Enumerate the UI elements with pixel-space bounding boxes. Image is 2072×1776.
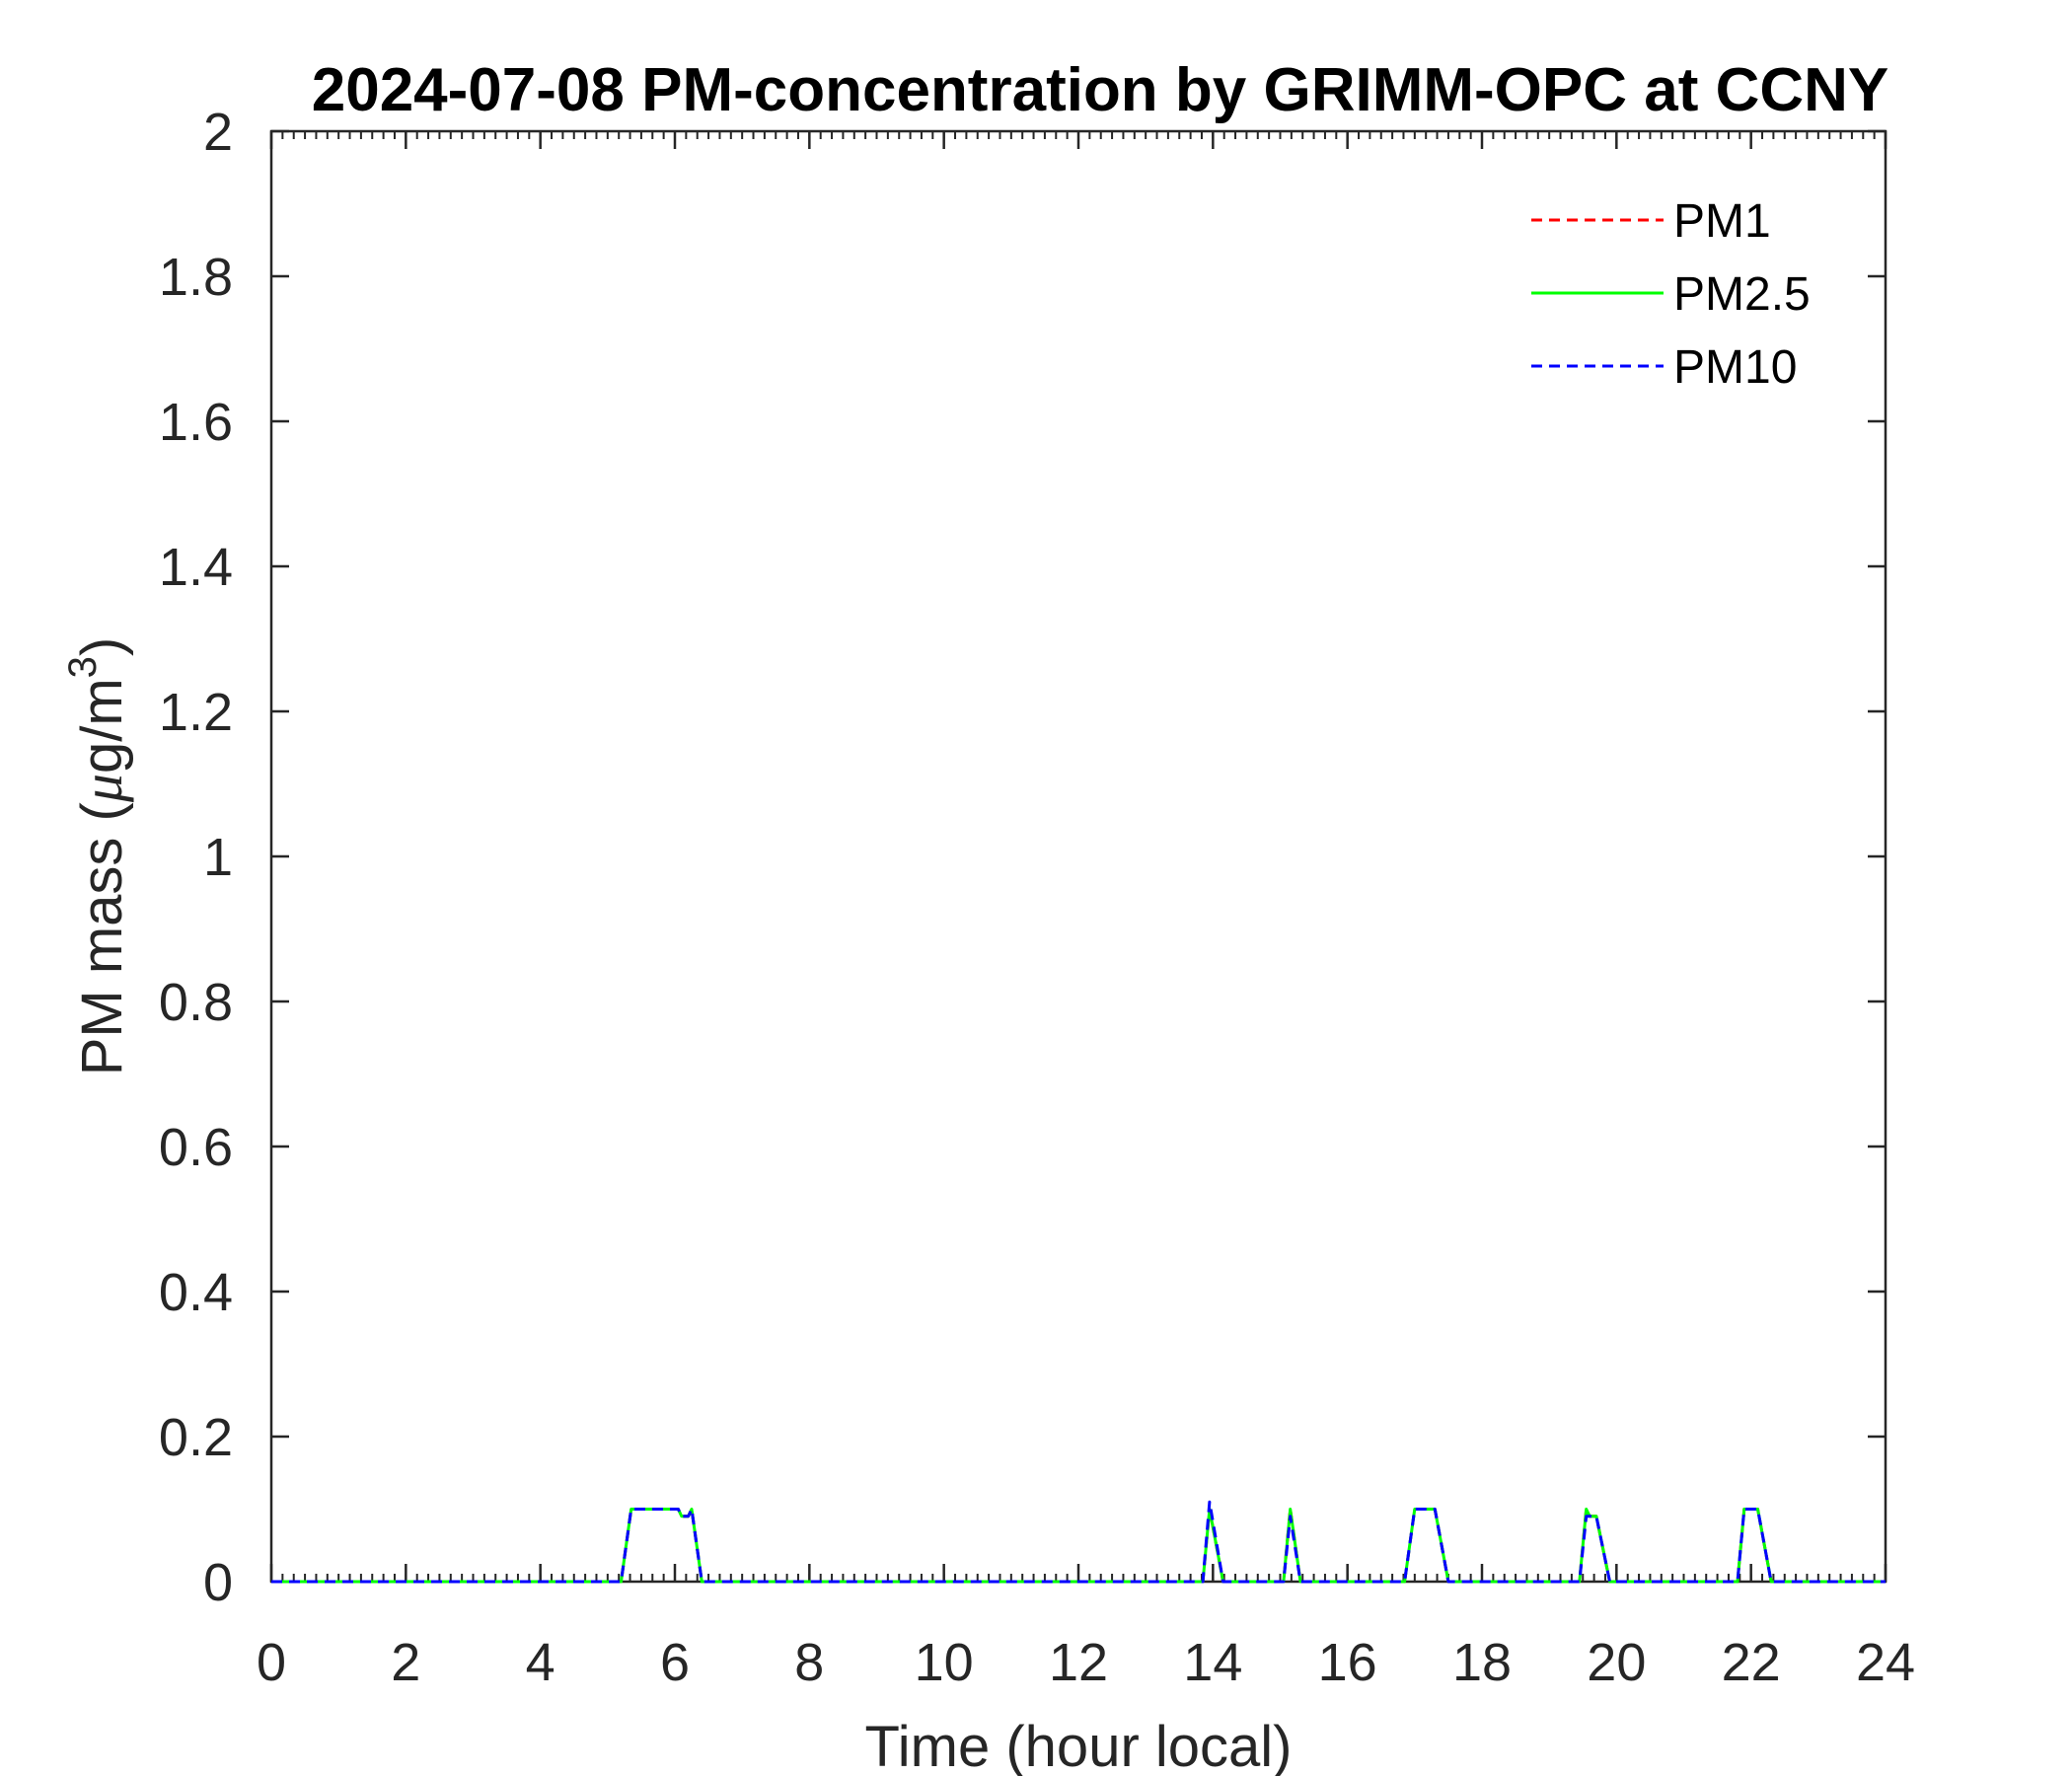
major-ticks: [269, 129, 1887, 1584]
y-tick-label: 1: [203, 828, 233, 887]
x-tick-label: 10: [915, 1633, 974, 1692]
y-axis-label-mu: μ: [70, 774, 134, 803]
x-tick-label: 8: [794, 1633, 824, 1692]
series-line-pm10: [271, 1500, 1886, 1584]
y-axis-label-unit: g/m: [70, 678, 134, 774]
y-axis-label-prefix: PM mass (: [70, 802, 134, 1075]
x-tick-label: 12: [1049, 1633, 1108, 1692]
y-tick-label: 0.6: [159, 1118, 233, 1177]
x-tick-label: 0: [257, 1633, 286, 1692]
y-tick-label: 1.6: [159, 393, 233, 452]
y-tick-label: 0.2: [159, 1408, 233, 1467]
x-tick-labels: 0 2 4 6 8 10 12 14 16 18 20 22 24: [257, 1633, 1915, 1692]
legend-label-pm1: PM1: [1673, 195, 1771, 248]
y-tick-label: 2: [203, 103, 233, 162]
y-axis-label-sup: 3: [61, 656, 105, 678]
legend: PM1 PM2.5 PM10: [1531, 195, 1811, 394]
y-tick-label: 1.2: [159, 683, 233, 742]
x-axis-label: Time (hour local): [865, 1715, 1293, 1776]
x-tick-label: 14: [1183, 1633, 1242, 1692]
y-axis-label-suffix: ): [70, 637, 134, 656]
minor-ticks: [270, 131, 1887, 1582]
x-tick-label: 4: [526, 1633, 555, 1692]
x-tick-label: 6: [660, 1633, 690, 1692]
x-tick-label: 22: [1722, 1633, 1781, 1692]
chart-title: 2024-07-08 PM-concentration by GRIMM-OPC…: [312, 56, 1889, 124]
legend-label-pm25: PM2.5: [1673, 268, 1811, 321]
y-tick-label: 1.4: [159, 538, 233, 597]
y-axis-label: PM mass (μg/m3): [61, 637, 134, 1076]
x-tick-label: 24: [1856, 1633, 1915, 1692]
y-tick-label: 0.8: [159, 973, 233, 1032]
series-layer: [271, 1500, 1886, 1584]
x-tick-label: 2: [391, 1633, 420, 1692]
y-tick-label: 0.4: [159, 1263, 233, 1322]
y-tick-label: 0: [203, 1553, 233, 1612]
y-tick-label: 1.8: [159, 248, 233, 307]
x-tick-label: 20: [1587, 1633, 1646, 1692]
x-tick-label: 18: [1452, 1633, 1512, 1692]
x-tick-label: 16: [1318, 1633, 1377, 1692]
plot-frame: [269, 129, 1887, 1584]
legend-label-pm10: PM10: [1673, 341, 1797, 394]
y-tick-labels: 0 0.2 0.4 0.6 0.8 1 1.2 1.4 1.6 1.8 2: [159, 103, 233, 1612]
